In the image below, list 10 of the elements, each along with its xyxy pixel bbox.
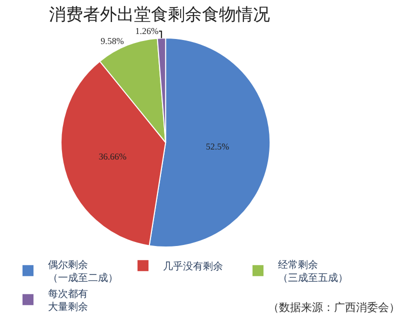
legend-label: 偶尔剩余（一成至二成） — [48, 259, 118, 284]
data-label: 52.5% — [206, 142, 230, 152]
data-label: 36.66% — [98, 152, 127, 162]
data-label: 9.58% — [100, 36, 124, 46]
chart-title: 消费者外出堂食剩余食物情况 — [49, 5, 270, 26]
data-label: 1.26% — [135, 26, 159, 36]
legend-label: 经常剩余（三成至五成） — [278, 259, 348, 284]
legend-label: 几乎没有剩余 — [163, 260, 223, 273]
text: （数据来源：广西消委会） — [268, 301, 400, 314]
legend-label: 每次都有大量剩余 — [48, 288, 88, 314]
